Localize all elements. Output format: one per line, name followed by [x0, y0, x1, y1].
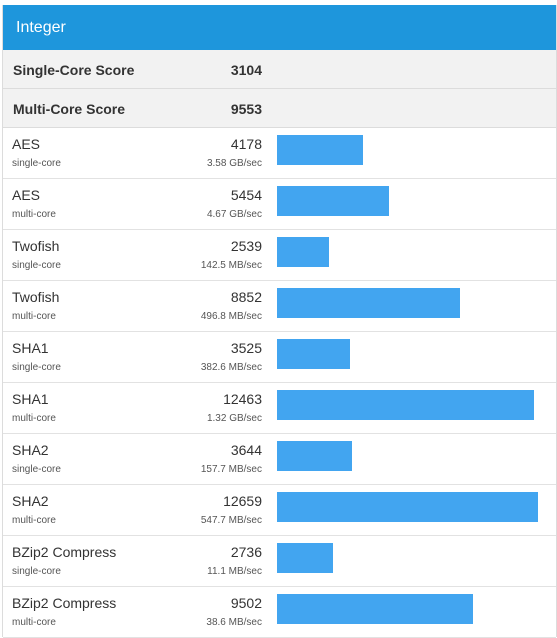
- benchmark-mode: multi-core: [12, 311, 56, 322]
- benchmark-row: Twofish multi-core 8852 496.8 MB/sec: [3, 281, 556, 332]
- benchmark-name: BZip2 Compress: [12, 595, 116, 611]
- benchmark-throughput: 496.8 MB/sec: [201, 311, 262, 322]
- score-bar: [277, 543, 333, 573]
- score-bar: [277, 288, 460, 318]
- single-core-score-label: Single-Core Score: [13, 62, 134, 78]
- score-bar: [277, 594, 473, 624]
- benchmark-throughput: 1.32 GB/sec: [207, 413, 262, 424]
- benchmark-row: AES single-core 4178 3.58 GB/sec: [3, 128, 556, 179]
- benchmark-score: 12463: [223, 391, 262, 407]
- benchmark-score: 3525: [231, 340, 262, 356]
- benchmark-mode: single-core: [12, 158, 61, 169]
- score-bar: [277, 135, 363, 165]
- benchmark-row: SHA2 multi-core 12659 547.7 MB/sec: [3, 485, 556, 536]
- section-header: Integer: [3, 5, 556, 50]
- benchmark-throughput: 4.67 GB/sec: [207, 209, 262, 220]
- multi-core-score-value: 9553: [231, 101, 262, 117]
- benchmark-score: 12659: [223, 493, 262, 509]
- multi-core-score-row: Multi-Core Score 9553: [3, 89, 556, 128]
- section-title: Integer: [16, 19, 66, 36]
- benchmark-name: AES: [12, 136, 40, 152]
- benchmark-mode: single-core: [12, 362, 61, 373]
- benchmark-mode: single-core: [12, 260, 61, 271]
- benchmark-throughput: 547.7 MB/sec: [201, 515, 262, 526]
- benchmark-mode: multi-core: [12, 617, 56, 628]
- benchmark-row: BZip2 Compress multi-core 9502 38.6 MB/sec: [3, 587, 556, 638]
- benchmark-throughput: 11.1 MB/sec: [207, 566, 262, 577]
- benchmark-throughput: 142.5 MB/sec: [201, 260, 262, 271]
- single-core-score-row: Single-Core Score 3104: [3, 50, 556, 89]
- benchmark-mode: multi-core: [12, 515, 56, 526]
- benchmark-name: SHA2: [12, 493, 49, 509]
- benchmark-row: BZip2 Compress single-core 2736 11.1 MB/sec: [3, 536, 556, 587]
- benchmark-name: SHA2: [12, 442, 49, 458]
- single-core-score-value: 3104: [231, 62, 262, 78]
- benchmark-name: Twofish: [12, 238, 59, 254]
- benchmark-score: 5454: [231, 187, 262, 203]
- score-bar: [277, 237, 329, 267]
- benchmark-row: SHA1 multi-core 12463 1.32 GB/sec: [3, 383, 556, 434]
- score-bar: [277, 390, 534, 420]
- benchmark-name: AES: [12, 187, 40, 203]
- benchmark-score: 2736: [231, 544, 262, 560]
- benchmark-name: SHA1: [12, 391, 49, 407]
- benchmark-score: 8852: [231, 289, 262, 305]
- benchmark-score: 4178: [231, 136, 262, 152]
- benchmark-throughput: 382.6 MB/sec: [201, 362, 262, 373]
- score-bar: [277, 492, 538, 522]
- benchmark-mode: multi-core: [12, 209, 56, 220]
- benchmark-throughput: 38.6 MB/sec: [206, 617, 262, 628]
- multi-core-score-label: Multi-Core Score: [13, 101, 125, 117]
- integer-results-panel: Integer Single-Core Score 3104 Multi-Cor…: [2, 5, 557, 637]
- benchmark-score: 2539: [231, 238, 262, 254]
- benchmark-throughput: 157.7 MB/sec: [201, 464, 262, 475]
- benchmark-mode: multi-core: [12, 413, 56, 424]
- benchmark-name: Twofish: [12, 289, 59, 305]
- benchmark-row: Twofish single-core 2539 142.5 MB/sec: [3, 230, 556, 281]
- score-bar: [277, 186, 389, 216]
- benchmark-mode: single-core: [12, 566, 61, 577]
- benchmark-score: 3644: [231, 442, 262, 458]
- benchmark-mode: single-core: [12, 464, 61, 475]
- benchmark-row: AES multi-core 5454 4.67 GB/sec: [3, 179, 556, 230]
- benchmark-row: SHA2 single-core 3644 157.7 MB/sec: [3, 434, 556, 485]
- benchmark-score: 9502: [231, 595, 262, 611]
- benchmark-name: BZip2 Compress: [12, 544, 116, 560]
- benchmark-throughput: 3.58 GB/sec: [207, 158, 262, 169]
- score-bar: [277, 339, 350, 369]
- benchmark-list: AES single-core 4178 3.58 GB/sec AES multi-co…: [3, 128, 556, 638]
- benchmark-row: SHA1 single-core 3525 382.6 MB/sec: [3, 332, 556, 383]
- benchmark-name: SHA1: [12, 340, 49, 356]
- score-bar: [277, 441, 352, 471]
